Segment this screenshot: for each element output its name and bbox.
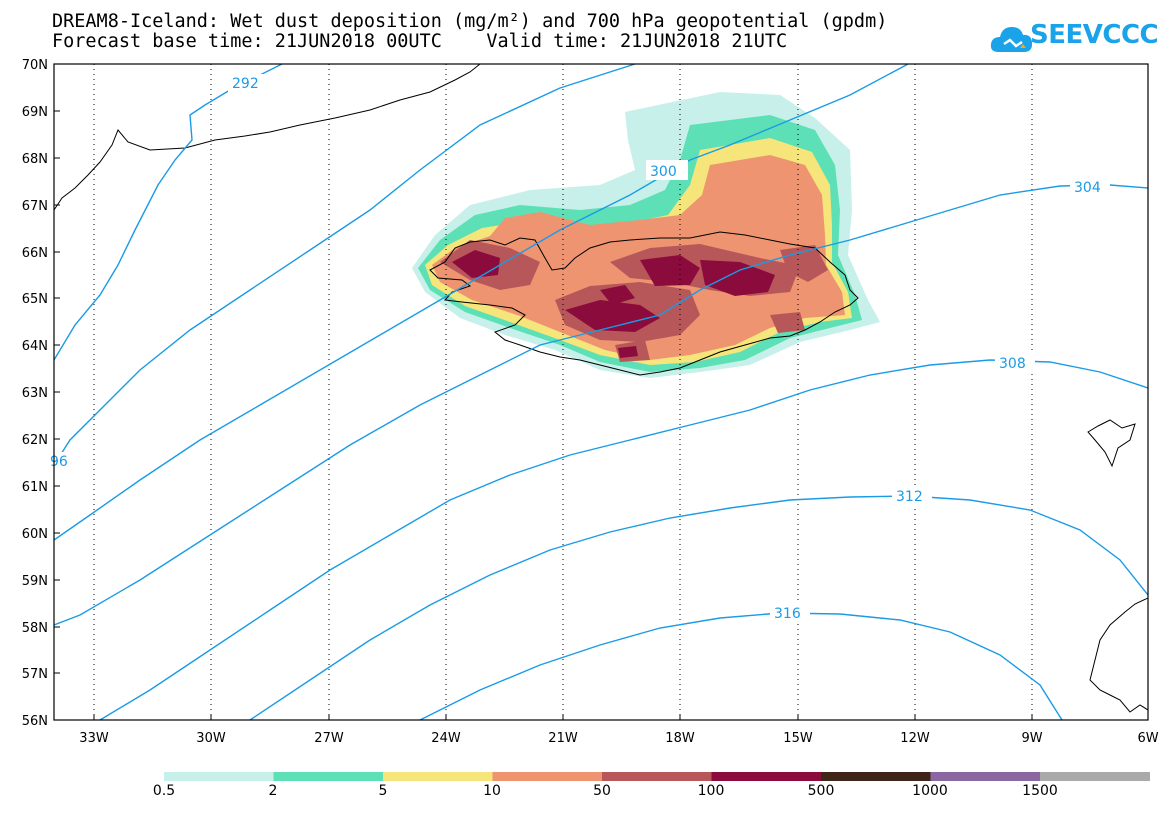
- lat-label: 65N: [22, 292, 48, 307]
- lon-label: 12W: [900, 731, 930, 746]
- contour-label-300: 300: [650, 164, 677, 180]
- contour-312: [249, 495, 1148, 720]
- lat-label: 58N: [22, 621, 48, 636]
- contour-label-296: 96: [50, 454, 68, 470]
- lat-label: 61N: [22, 480, 48, 495]
- tick-marks: [54, 63, 1033, 721]
- lon-label: 15W: [783, 731, 813, 746]
- greenland-coast: [54, 64, 481, 211]
- lon-label: 33W: [79, 731, 109, 746]
- legend-label: 0.5: [152, 783, 176, 799]
- lat-label: 57N: [22, 667, 48, 682]
- legend-label: 50: [593, 783, 611, 799]
- lon-label: 9W: [1021, 731, 1042, 746]
- contour-label-308: 308: [999, 356, 1026, 372]
- geopotential-contours: [54, 64, 1148, 720]
- legend-label: 2: [268, 783, 278, 799]
- longitude-labels: 33W 30W 27W 24W 21W 18W 15W 12W 9W 6W: [79, 731, 1158, 746]
- lat-label: 70N: [22, 58, 48, 73]
- legend-swatch: [1040, 772, 1150, 781]
- contour-296: [54, 64, 636, 466]
- legend-swatch: [711, 772, 822, 781]
- contour-label-312: 312: [896, 489, 923, 505]
- legend-label: 5: [378, 783, 388, 799]
- graticule: [93, 64, 1033, 720]
- contour-labels: 292 96 300 304 308 312 316: [50, 74, 1110, 622]
- contour-308: [99, 359, 1148, 720]
- map-frame: [53, 63, 1149, 721]
- contour-300: [54, 64, 909, 541]
- cloud-icon: [990, 27, 1033, 52]
- faroe-islands-coast: [1087, 419, 1136, 468]
- legend-label: 1000: [912, 783, 948, 799]
- lon-label: 27W: [314, 731, 344, 746]
- dust-deposition-field: [412, 92, 880, 378]
- map-subtitle: Forecast base time: 21JUN2018 00UTC Vali…: [52, 31, 788, 52]
- lat-label: 66N: [22, 246, 48, 261]
- color-legend: [164, 772, 1150, 781]
- contour-316: [419, 612, 1063, 720]
- lon-label: 30W: [196, 731, 226, 746]
- lat-label: 68N: [22, 152, 48, 167]
- legend-label: 500: [807, 783, 835, 799]
- legend-swatch: [930, 772, 1041, 781]
- lat-label: 60N: [22, 527, 48, 542]
- lon-label: 6W: [1137, 731, 1158, 746]
- dust-level-100: [452, 250, 775, 358]
- lat-label: 67N: [22, 199, 48, 214]
- lat-label: 64N: [22, 339, 48, 354]
- contour-292: [54, 64, 283, 361]
- latitude-labels: 70N 69N 68N 67N 66N 65N 64N 63N 62N 61N …: [22, 58, 48, 729]
- legend-swatch: [821, 772, 931, 781]
- iceland-coast: [429, 231, 859, 376]
- legend-label: 10: [483, 783, 501, 799]
- legend-swatch: [273, 772, 384, 781]
- legend-swatch: [602, 772, 712, 781]
- contour-label-304: 304: [1074, 180, 1101, 196]
- contour-label-316: 316: [774, 606, 801, 622]
- contour-label-292: 292: [232, 76, 259, 92]
- legend-swatch: [383, 772, 493, 781]
- legend-label: 100: [697, 783, 725, 799]
- coastlines: [54, 64, 1148, 713]
- lat-label: 56N: [22, 714, 48, 729]
- lon-label: 18W: [665, 731, 695, 746]
- map-title: DREAM8-Iceland: Wet dust deposition (mg/…: [52, 11, 888, 32]
- lat-label: 69N: [22, 105, 48, 120]
- lon-label: 21W: [548, 731, 578, 746]
- legend-label: 1500: [1022, 783, 1058, 799]
- legend-swatch: [492, 772, 603, 781]
- logo-text: SEEVCCC: [1030, 20, 1159, 50]
- contour-304: [54, 184, 1148, 626]
- lat-label: 59N: [22, 574, 48, 589]
- lat-label: 62N: [22, 433, 48, 448]
- scotland-coast: [1089, 597, 1148, 713]
- legend-swatch: [164, 772, 274, 781]
- lat-label: 63N: [22, 386, 48, 401]
- lon-label: 24W: [431, 731, 461, 746]
